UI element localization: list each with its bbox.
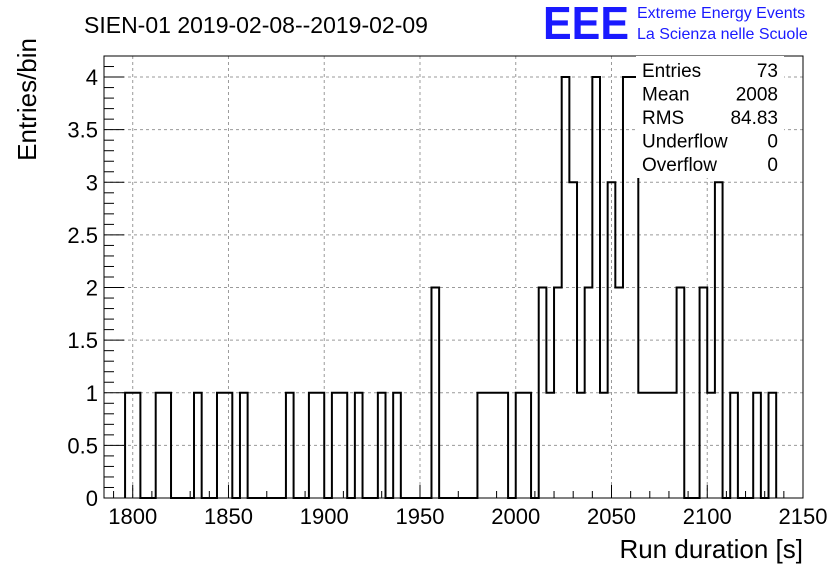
stats-value: 2008 [736, 85, 778, 106]
y-tick-label: 1.5 [67, 328, 98, 353]
histogram-bin [661, 393, 669, 498]
y-tick-label: 0.5 [67, 433, 98, 458]
histogram-bin [340, 393, 348, 498]
histogram-bin [133, 393, 141, 498]
histogram-bin [493, 393, 501, 498]
x-tick-label: 2000 [491, 504, 540, 529]
histogram-bin [125, 393, 133, 498]
histogram-bin [646, 393, 654, 498]
x-tick-label: 2050 [587, 504, 636, 529]
histogram-bin [317, 393, 325, 498]
histogram-series [124, 76, 778, 499]
histogram-bin [615, 288, 623, 498]
histogram-bin [156, 393, 164, 498]
y-tick-label: 4 [86, 65, 98, 90]
x-tick-label: 1850 [204, 504, 253, 529]
histogram-bin [286, 393, 294, 498]
histogram-bin [769, 393, 777, 498]
histogram-bin [221, 393, 229, 498]
histogram-bin [477, 393, 485, 498]
x-tick-label: 1950 [396, 504, 445, 529]
eee-logo-line1: Extreme Energy Events [637, 5, 805, 22]
histogram-bin [378, 393, 386, 498]
histogram-bin [715, 182, 723, 498]
chart-title: SIEN-01 2019-02-08--2019-02-09 [84, 12, 428, 38]
histogram-bin [677, 288, 685, 498]
stats-label: Underflow [642, 132, 728, 153]
histogram-bin [546, 393, 554, 498]
histogram-bin [485, 393, 493, 498]
histogram-bin [332, 393, 340, 498]
histogram-bin [355, 393, 363, 498]
histogram-bin [577, 393, 585, 498]
histogram-bin [431, 288, 439, 498]
histogram-bin [213, 393, 221, 498]
y-axis-label: Entries/bin [12, 38, 42, 161]
y-axis: 0 0.5 1 1.5 2 2.5 3 3.5 4 [67, 65, 124, 511]
histogram-bin [585, 288, 593, 498]
histogram-bin [163, 393, 171, 498]
eee-logo-mark: EEE [543, 0, 629, 49]
stats-label: Mean [642, 85, 690, 106]
x-tick-label: 1900 [300, 504, 349, 529]
stats-label: Entries [642, 61, 701, 82]
histogram-bin [516, 393, 524, 498]
stats-value: 0 [767, 132, 778, 153]
stats-value: 0 [767, 155, 778, 176]
y-tick-label: 0 [86, 486, 98, 511]
x-tick-label: 1800 [108, 504, 157, 529]
histogram-bin [309, 393, 317, 498]
x-axis-label: Run duration [s] [619, 534, 803, 564]
histogram-bin [500, 393, 508, 498]
y-tick-label: 2.5 [67, 223, 98, 248]
stats-value: 73 [757, 61, 778, 82]
y-tick-label: 3.5 [67, 118, 98, 143]
stats-box-background [636, 56, 784, 178]
y-tick-label: 1 [86, 381, 98, 406]
histogram-bin [753, 393, 761, 498]
histogram-bin [638, 393, 646, 498]
eee-logo-line2: La Scienza nelle Scuole [637, 26, 808, 43]
histogram-bin [240, 393, 248, 498]
stats-label: RMS [642, 108, 684, 129]
x-tick-label: 2150 [779, 504, 828, 529]
y-tick-label: 3 [86, 170, 98, 195]
histogram-bin [523, 393, 531, 498]
stats-label: Overflow [642, 155, 717, 176]
histogram-bin [623, 77, 631, 498]
x-axis: 1800 1850 1900 1950 2000 2050 2100 2150 [108, 485, 827, 529]
x-tick-label: 2100 [683, 504, 732, 529]
histogram-bin [707, 393, 715, 498]
histogram-bin [592, 77, 600, 498]
histogram-bin [700, 288, 708, 498]
histogram-bin [194, 393, 202, 498]
stats-value: 84.83 [730, 108, 778, 129]
histogram-bin [730, 393, 738, 498]
histogram-bin [600, 393, 608, 498]
histogram-bin [608, 182, 616, 498]
histogram-outline [124, 76, 778, 499]
histogram-bin [393, 393, 401, 498]
histogram-bin [669, 393, 677, 498]
histogram-bin [654, 393, 662, 498]
histogram-bin [562, 77, 570, 498]
histogram-bin [539, 288, 547, 498]
y-tick-label: 2 [86, 276, 98, 301]
histogram-bin [554, 288, 562, 498]
histogram-bin [569, 182, 577, 498]
eee-logo: EEE Extreme Energy Events La Scienza nel… [543, 0, 808, 49]
